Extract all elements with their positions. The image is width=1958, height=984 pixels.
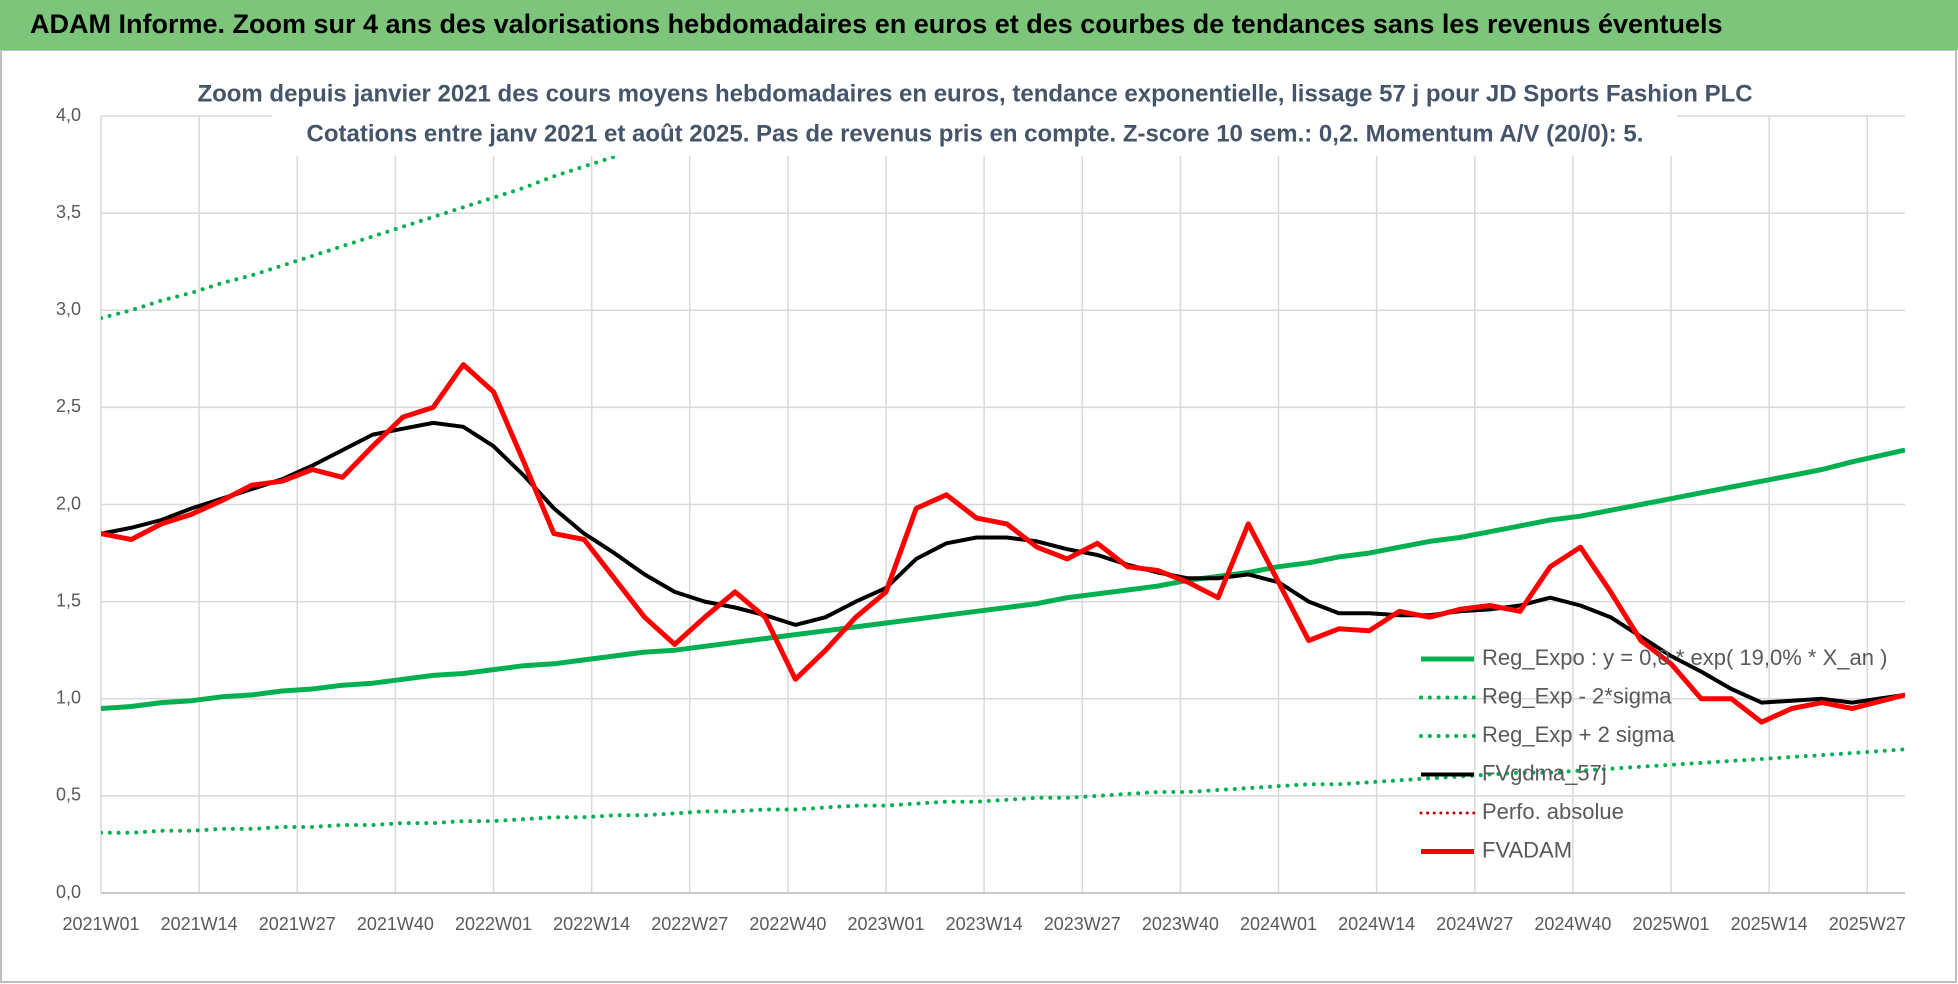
legend-label: Reg_Expo : y = 0,0 * exp( 19,0% * X_an )	[1482, 645, 1887, 670]
header-title: ADAM Informe. Zoom sur 4 ans des valoris…	[30, 9, 1723, 39]
x-tick-label: 2023W40	[1142, 914, 1219, 934]
series-line	[101, 362, 1905, 725]
x-tick-label: 2022W40	[749, 914, 826, 934]
y-tick-label: 1,0	[56, 688, 81, 708]
x-tick-label: 2021W01	[62, 914, 139, 934]
x-tick-label: 2021W14	[161, 914, 238, 934]
header-bar	[0, 0, 1958, 50]
x-tick-label: 2024W01	[1240, 914, 1317, 934]
y-tick-label: 0,0	[56, 882, 81, 902]
x-tick-label: 2025W01	[1632, 914, 1709, 934]
series-line	[101, 420, 1905, 705]
y-tick-label: 2,5	[56, 396, 81, 416]
x-tick-label: 2025W27	[1829, 914, 1906, 934]
series-line	[101, 747, 1905, 835]
y-tick-label: 3,5	[56, 202, 81, 222]
x-tick-label: 2023W14	[946, 914, 1023, 934]
x-tick-label: 2021W27	[259, 914, 336, 934]
x-tick-label: 2023W27	[1044, 914, 1121, 934]
legend-label: Reg_Exp - 2*sigma	[1482, 683, 1672, 708]
series-line	[101, 447, 1905, 711]
x-tick-label: 2022W27	[651, 914, 728, 934]
x-tick-label: 2024W14	[1338, 914, 1415, 934]
subtitle: Zoom depuis janvier 2021 des cours moyen…	[197, 80, 1752, 107]
x-tick-label: 2022W14	[553, 914, 630, 934]
x-tick-label: 2022W01	[455, 914, 532, 934]
x-tick-label: 2024W40	[1534, 914, 1611, 934]
lines	[101, 116, 1905, 835]
x-tick-label: 2024W27	[1436, 914, 1513, 934]
y-tick-label: 4,0	[56, 105, 81, 125]
legend-label: FVADAM	[1482, 837, 1572, 862]
subtitle-box	[272, 74, 1677, 156]
y-tick-label: 1,5	[56, 590, 81, 610]
legend-label: Perfo. absolue	[1482, 799, 1624, 824]
x-tick-label: 2025W14	[1731, 914, 1808, 934]
y-tick-label: 2,0	[56, 493, 81, 513]
y-tick-label: 3,0	[56, 299, 81, 319]
legend: Reg_Expo : y = 0,0 * exp( 19,0% * X_an )…	[1419, 645, 1887, 862]
x-tick-label: 2023W01	[847, 914, 924, 934]
legend-label: FVgdma_57j	[1482, 760, 1607, 785]
x-tick-label: 2021W40	[357, 914, 434, 934]
legend-label: Reg_Exp + 2 sigma	[1482, 722, 1675, 747]
subtitle: Cotations entre janv 2021 et août 2025. …	[307, 120, 1644, 147]
y-tick-label: 0,5	[56, 785, 81, 805]
